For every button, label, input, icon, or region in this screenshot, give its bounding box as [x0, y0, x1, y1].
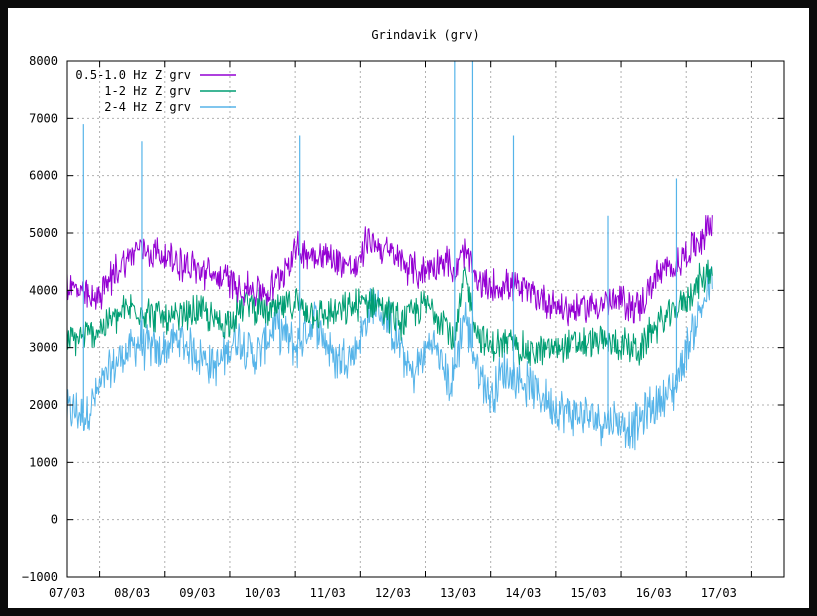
y-tick-label: 0 — [51, 513, 58, 527]
chart-frame: −1000 0 1000 2000 3000 4000 5000 6000 7000 8000 0… — [8, 8, 809, 608]
x-tick-label: 15/03 — [570, 586, 606, 600]
y-tick-label: 8000 — [29, 54, 58, 68]
legend-label: 1-2 Hz Z grv — [104, 84, 191, 98]
y-tick-label: 2000 — [29, 398, 58, 412]
y-axis-ticks: −1000 0 1000 2000 3000 4000 5000 6000 7000 8000 — [22, 54, 784, 584]
legend: 0.5-1.0 Hz Z grv 1-2 Hz Z grv 2-4 Hz Z grv — [75, 68, 236, 114]
y-tick-label: 5000 — [29, 226, 58, 240]
x-tick-label: 16/03 — [636, 586, 672, 600]
x-tick-label: 09/03 — [179, 586, 215, 600]
series-line — [66, 259, 713, 367]
x-tick-label: 11/03 — [310, 586, 346, 600]
series-layer — [66, 61, 713, 451]
legend-label: 0.5-1.0 Hz Z grv — [75, 68, 191, 82]
x-tick-label: 08/03 — [114, 586, 150, 600]
x-tick-label: 07/03 — [49, 586, 85, 600]
y-tick-label: 3000 — [29, 341, 58, 355]
x-tick-label: 10/03 — [244, 586, 280, 600]
y-tick-label: 7000 — [29, 111, 58, 125]
y-tick-label: 6000 — [29, 169, 58, 183]
series-line — [66, 266, 713, 451]
chart-title: Grindavik (grv) — [371, 28, 479, 42]
x-tick-label: 13/03 — [440, 586, 476, 600]
y-tick-label: 4000 — [29, 283, 58, 297]
series-line — [66, 215, 713, 327]
x-tick-label: 14/03 — [505, 586, 541, 600]
x-axis-ticks: 07/03 08/03 09/03 10/03 11/03 12/03 13/03 14/03… — [49, 61, 752, 600]
y-tick-label: −1000 — [22, 570, 58, 584]
legend-label: 2-4 Hz Z grv — [104, 100, 191, 114]
grid-lines — [67, 61, 784, 577]
x-tick-label: 12/03 — [375, 586, 411, 600]
y-tick-label: 1000 — [29, 455, 58, 469]
chart-svg: −1000 0 1000 2000 3000 4000 5000 6000 7000 8000 0… — [22, 28, 785, 600]
x-tick-label: 17/03 — [701, 586, 737, 600]
